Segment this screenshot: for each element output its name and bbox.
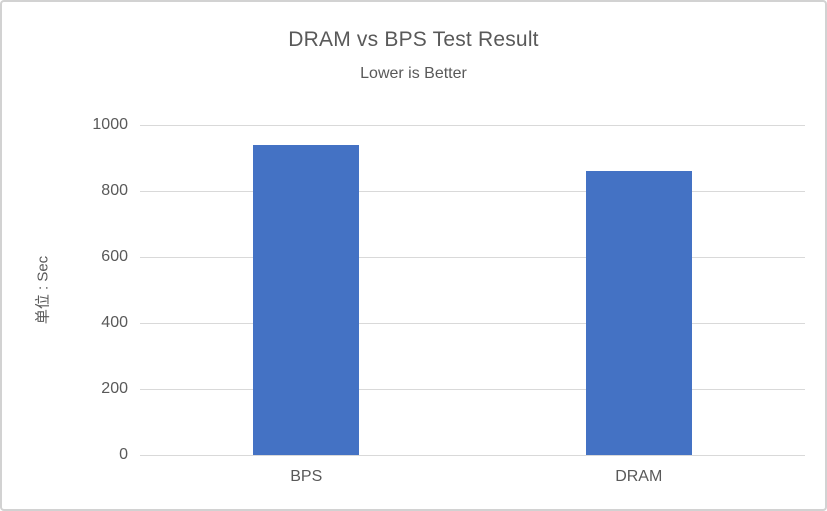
x-category-label: DRAM	[615, 468, 663, 485]
y-tick-label: 600	[101, 248, 128, 265]
plot-area	[140, 125, 805, 456]
y-tick-label: 400	[101, 314, 128, 331]
y-tick-label: 800	[101, 182, 128, 199]
y-tick-label: 200	[101, 380, 128, 397]
bar-bps	[253, 144, 360, 455]
gridline	[140, 455, 805, 456]
x-category-label: BPS	[290, 468, 323, 485]
y-tick-label: 1000	[92, 116, 128, 133]
y-tick-label: 0	[119, 446, 128, 463]
gridline	[140, 125, 805, 126]
bar-dram	[585, 171, 692, 455]
gridline	[140, 257, 805, 258]
gridline	[140, 191, 805, 192]
chart-title: DRAM vs BPS Test Result	[288, 28, 539, 51]
gridline	[140, 323, 805, 324]
chart-subtitle: Lower is Better	[360, 65, 467, 82]
gridline	[140, 389, 805, 390]
